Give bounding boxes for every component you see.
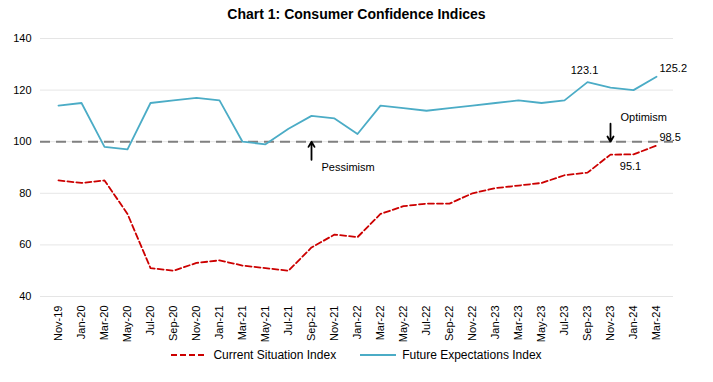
html-text:Current Situation Index: Current Situation Index	[213, 348, 337, 362]
svg-text:120: 120	[13, 84, 31, 96]
svg-text:Mar-20: Mar-20	[98, 306, 110, 341]
svg-text:123.1: 123.1	[571, 64, 599, 76]
svg-text:Mar-24: Mar-24	[650, 306, 662, 341]
svg-text:May-21: May-21	[259, 306, 271, 343]
svg-text:Nov-23: Nov-23	[604, 306, 616, 341]
svg-text:Sep-23: Sep-23	[581, 306, 593, 341]
svg-text:Jul-20: Jul-20	[144, 306, 156, 336]
svg-text:Nov-22: Nov-22	[466, 306, 478, 341]
svg-text:Jan-20: Jan-20	[75, 306, 87, 340]
svg-text:Mar-22: Mar-22	[374, 306, 386, 341]
svg-text:Nov-21: Nov-21	[328, 306, 340, 341]
svg-text:Jan-24: Jan-24	[627, 306, 639, 340]
svg-text:Sep-22: Sep-22	[443, 306, 455, 341]
svg-text:Sep-20: Sep-20	[167, 306, 179, 341]
svg-text:98.5: 98.5	[660, 131, 681, 143]
svg-text:Jul-21: Jul-21	[282, 306, 294, 336]
svg-text:Nov-20: Nov-20	[190, 306, 202, 341]
svg-text:Jan-21: Jan-21	[213, 306, 225, 340]
svg-text:100: 100	[13, 135, 31, 147]
svg-text:Jul-22: Jul-22	[420, 306, 432, 336]
svg-text:Nov-19: Nov-19	[52, 306, 64, 341]
svg-text:Jul-23: Jul-23	[558, 306, 570, 336]
svg-text:May-23: May-23	[535, 306, 547, 343]
svg-text:95.1: 95.1	[620, 160, 641, 172]
svg-text:May-22: May-22	[397, 306, 409, 343]
html-text:Future Expectations Index: Future Expectations Index	[402, 348, 542, 362]
svg-text:Jan-22: Jan-22	[351, 306, 363, 340]
svg-text:May-20: May-20	[121, 306, 133, 343]
svg-text:125.2: 125.2	[660, 62, 688, 74]
svg-text:Mar-21: Mar-21	[236, 306, 248, 341]
svg-text:40: 40	[19, 290, 31, 302]
svg-text:Pessimism: Pessimism	[322, 161, 375, 173]
html-text:Chart 1: Consumer Confidence I: Chart 1: Consumer Confidence Indices	[227, 6, 486, 22]
svg-text:60: 60	[19, 238, 31, 250]
svg-text:Sep-21: Sep-21	[305, 306, 317, 341]
svg-text:Optimism: Optimism	[621, 111, 667, 123]
svg-text:Jan-23: Jan-23	[489, 306, 501, 340]
svg-text:Mar-23: Mar-23	[512, 306, 524, 341]
svg-text:140: 140	[13, 32, 31, 44]
svg-text:80: 80	[19, 187, 31, 199]
